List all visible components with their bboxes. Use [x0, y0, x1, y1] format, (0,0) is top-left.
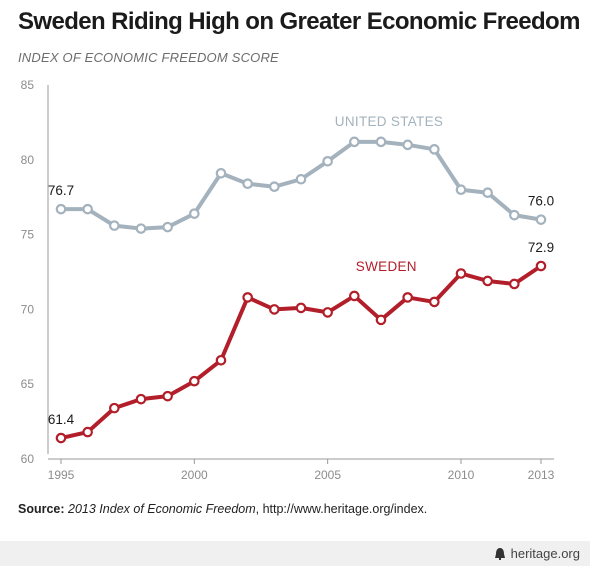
- brand-link[interactable]: heritage.org: [493, 546, 580, 561]
- data-point: [215, 354, 227, 366]
- data-point: [55, 203, 67, 215]
- data-point: [215, 167, 227, 179]
- data-point: [242, 292, 253, 303]
- data-point: [135, 393, 147, 405]
- data-point: [509, 278, 520, 290]
- data-point: [295, 173, 307, 185]
- data-point: [109, 402, 120, 414]
- footer-bar: heritage.org: [0, 541, 590, 566]
- data-point: [55, 432, 67, 444]
- brand-text: heritage.org: [510, 546, 580, 561]
- data-point: [402, 292, 413, 303]
- x-tick-label: 2013: [528, 468, 555, 482]
- y-tick-label: 80: [21, 153, 35, 167]
- data-point: [82, 203, 93, 215]
- data-point: [402, 139, 413, 151]
- x-tick-label: 2005: [314, 468, 341, 482]
- series-label-sweden: SWEDEN: [356, 259, 417, 274]
- source-url: , http://www.heritage.org/index.: [255, 502, 428, 516]
- data-point: [429, 296, 440, 308]
- series-line-sweden: [60, 264, 543, 441]
- x-tick-label: 2010: [448, 468, 475, 482]
- data-point: [269, 181, 280, 193]
- series-line-united-states: [61, 139, 542, 231]
- data-point: [295, 302, 307, 314]
- data-label: 61.4: [48, 412, 75, 427]
- data-point: [109, 220, 120, 231]
- data-point: [509, 209, 520, 221]
- data-label: 76.0: [528, 194, 554, 209]
- data-label: 72.9: [528, 240, 554, 255]
- data-point: [349, 136, 360, 148]
- chart-title: Sweden Riding High on Greater Economic F…: [18, 8, 580, 35]
- data-point: [82, 426, 93, 438]
- source-label: Source:: [18, 502, 65, 516]
- data-point: [189, 208, 200, 219]
- series-label-united-states: UNITED STATES: [335, 114, 443, 129]
- data-point: [455, 184, 467, 196]
- x-tick-label: 1995: [48, 468, 75, 482]
- data-point: [375, 314, 387, 326]
- data-point: [135, 223, 147, 234]
- source-publication: 2013 Index of Economic Freedom: [68, 502, 256, 516]
- data-point: [322, 307, 333, 318]
- data-point: [455, 268, 467, 279]
- chart-subtitle: INDEX OF ECONOMIC FREEDOM SCORE: [18, 50, 279, 65]
- data-point: [242, 178, 253, 190]
- x-tick-label: 2000: [181, 468, 208, 482]
- data-point: [535, 260, 547, 272]
- data-point: [482, 275, 493, 287]
- data-point: [189, 375, 200, 387]
- data-point: [269, 304, 280, 315]
- y-tick-label: 85: [21, 78, 35, 92]
- data-point: [162, 221, 173, 233]
- data-point: [162, 390, 173, 402]
- y-tick-label: 70: [21, 302, 35, 316]
- data-point: [375, 136, 387, 148]
- data-label: 76.7: [48, 183, 74, 198]
- y-tick-label: 75: [21, 228, 35, 242]
- data-point: [429, 144, 440, 155]
- source-note: Source: 2013 Index of Economic Freedom, …: [18, 502, 427, 516]
- data-point: [322, 155, 333, 167]
- data-point: [482, 187, 493, 199]
- liberty-bell-icon: [494, 547, 505, 560]
- line-chart: 60 65 70 75 80 85 1995 2000 2005 2010 2013 UNITED S…: [21, 78, 555, 482]
- data-point: [535, 214, 547, 225]
- data-point: [349, 290, 360, 302]
- y-tick-label: 60: [21, 452, 35, 466]
- y-tick-label: 65: [21, 377, 35, 391]
